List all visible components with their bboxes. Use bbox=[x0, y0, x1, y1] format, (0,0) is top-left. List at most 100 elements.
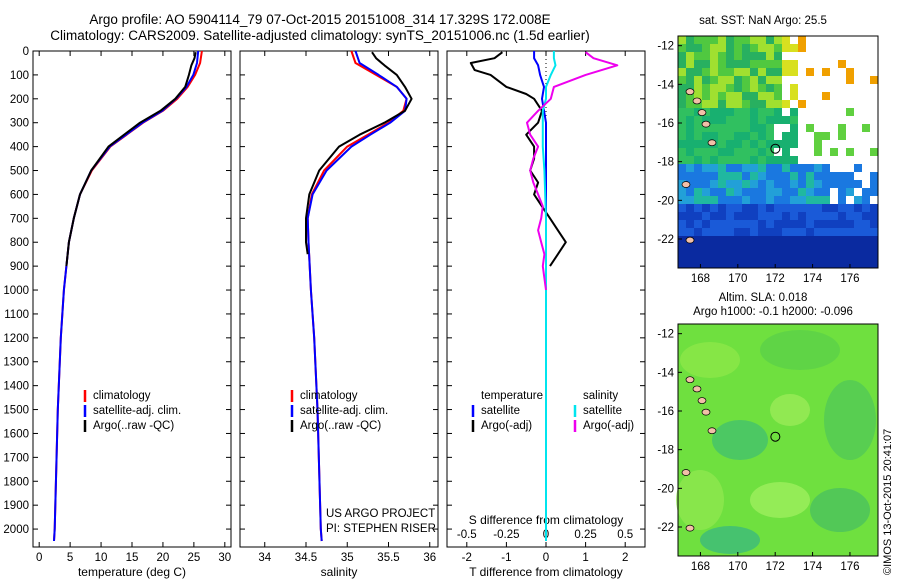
sst-map-xtick-label: 176 bbox=[840, 273, 859, 285]
sst-cell bbox=[686, 68, 694, 76]
salinity-diff-tick-label: -0.5 bbox=[457, 529, 477, 541]
sst-cell bbox=[814, 244, 822, 252]
sst-cell bbox=[710, 148, 718, 156]
sst-cell bbox=[710, 220, 718, 228]
sst-cell bbox=[694, 236, 702, 244]
difference-xlabel: T difference from climatology bbox=[469, 565, 623, 579]
sst-cell bbox=[702, 124, 710, 132]
island-shape bbox=[681, 181, 691, 188]
sst-cell bbox=[822, 228, 830, 236]
sst-cell bbox=[718, 172, 726, 180]
salinity-diff-tick-label: 0.25 bbox=[574, 529, 596, 541]
sst-cell bbox=[678, 36, 686, 44]
difference-xtick-label: 0 bbox=[543, 552, 549, 564]
sst-cell bbox=[862, 124, 870, 132]
sst-cell bbox=[830, 204, 838, 212]
sst-cell bbox=[726, 140, 734, 148]
sst-cell bbox=[694, 228, 702, 236]
sst-cell bbox=[838, 196, 846, 204]
sst-cell bbox=[766, 44, 774, 52]
sst-cell bbox=[686, 100, 694, 108]
depth-tick-label: 1600 bbox=[3, 428, 29, 440]
sst-cell bbox=[862, 188, 870, 196]
sst-cell bbox=[782, 44, 790, 52]
sst-cell bbox=[798, 236, 806, 244]
sst-cell bbox=[790, 68, 798, 76]
sst-cell bbox=[742, 148, 750, 156]
temperature-xtick-label: 10 bbox=[95, 552, 108, 564]
sst-cell bbox=[742, 188, 750, 196]
sst-cell bbox=[854, 196, 862, 204]
sst-cell bbox=[678, 52, 686, 60]
sst-cell bbox=[766, 188, 774, 196]
sst-cell bbox=[782, 116, 790, 124]
sst-cell bbox=[790, 84, 798, 92]
salinity-legend-label: climatology bbox=[300, 390, 358, 402]
sst-cell bbox=[870, 244, 878, 252]
sst-cell bbox=[750, 76, 758, 84]
sst-cell bbox=[710, 68, 718, 76]
depth-tick-label: 1200 bbox=[3, 333, 29, 345]
sst-map-axes: 168 170 172 174 176 -12 -14 -16 -18 -20 -22 bbox=[657, 41, 859, 285]
sst-cell bbox=[718, 92, 726, 100]
sst-cell bbox=[742, 108, 750, 116]
sst-cell bbox=[702, 180, 710, 188]
sst-cell bbox=[814, 260, 822, 268]
sst-cell bbox=[678, 84, 686, 92]
sst-cell bbox=[798, 220, 806, 228]
sst-cell bbox=[782, 220, 790, 228]
sst-cell bbox=[710, 204, 718, 212]
sst-cell bbox=[694, 52, 702, 60]
sst-cell bbox=[718, 212, 726, 220]
sst-cell bbox=[774, 108, 782, 116]
sst-cell bbox=[726, 260, 734, 268]
sst-cell bbox=[718, 244, 726, 252]
sst-cell bbox=[718, 220, 726, 228]
sst-cell bbox=[814, 252, 822, 260]
sst-cell bbox=[814, 188, 822, 196]
island-shape bbox=[701, 408, 711, 416]
sst-cell bbox=[766, 164, 774, 172]
sst-cell bbox=[694, 164, 702, 172]
sst-cell bbox=[726, 172, 734, 180]
sst-cell bbox=[702, 156, 710, 164]
temperature-xtick-label: 0 bbox=[36, 552, 42, 564]
sst-cell bbox=[870, 148, 878, 156]
sst-cell bbox=[742, 156, 750, 164]
sst-cell bbox=[718, 124, 726, 132]
sst-cell bbox=[678, 220, 686, 228]
sst-cell bbox=[806, 244, 814, 252]
salinity-legend-label: Argo(..raw -QC) bbox=[300, 420, 381, 432]
sst-cell bbox=[686, 124, 694, 132]
sst-cell bbox=[766, 100, 774, 108]
sla-map-xtick-label: 176 bbox=[840, 561, 859, 573]
sst-cell bbox=[750, 180, 758, 188]
sst-map-ytick-label: -22 bbox=[657, 234, 674, 246]
sst-cell bbox=[694, 180, 702, 188]
sst-cell bbox=[846, 188, 854, 196]
sst-cell bbox=[750, 164, 758, 172]
temperature-panel: 0 5 10 15 20 25 300100200300400500600700800900… bbox=[3, 46, 232, 579]
sla-blob bbox=[712, 420, 768, 460]
sst-cell bbox=[766, 92, 774, 100]
sst-cell bbox=[774, 172, 782, 180]
sst-cell bbox=[742, 124, 750, 132]
sst-cell bbox=[750, 196, 758, 204]
sst-cell bbox=[798, 244, 806, 252]
sst-cell bbox=[710, 52, 718, 60]
sst-cell bbox=[718, 164, 726, 172]
sst-cell bbox=[854, 212, 862, 220]
sst-cell bbox=[862, 244, 870, 252]
sla-argo-position-marker bbox=[770, 431, 781, 442]
sst-cell bbox=[790, 220, 798, 228]
island-shape bbox=[692, 97, 702, 105]
island-shape bbox=[707, 139, 717, 147]
sst-cell bbox=[702, 164, 710, 172]
sst-cell bbox=[718, 100, 726, 108]
island-shape bbox=[685, 236, 695, 244]
sst-cell bbox=[678, 76, 686, 84]
sst-cell bbox=[718, 132, 726, 140]
sst-cell bbox=[742, 116, 750, 124]
sst-cell bbox=[798, 172, 806, 180]
sst-cell bbox=[830, 180, 838, 188]
